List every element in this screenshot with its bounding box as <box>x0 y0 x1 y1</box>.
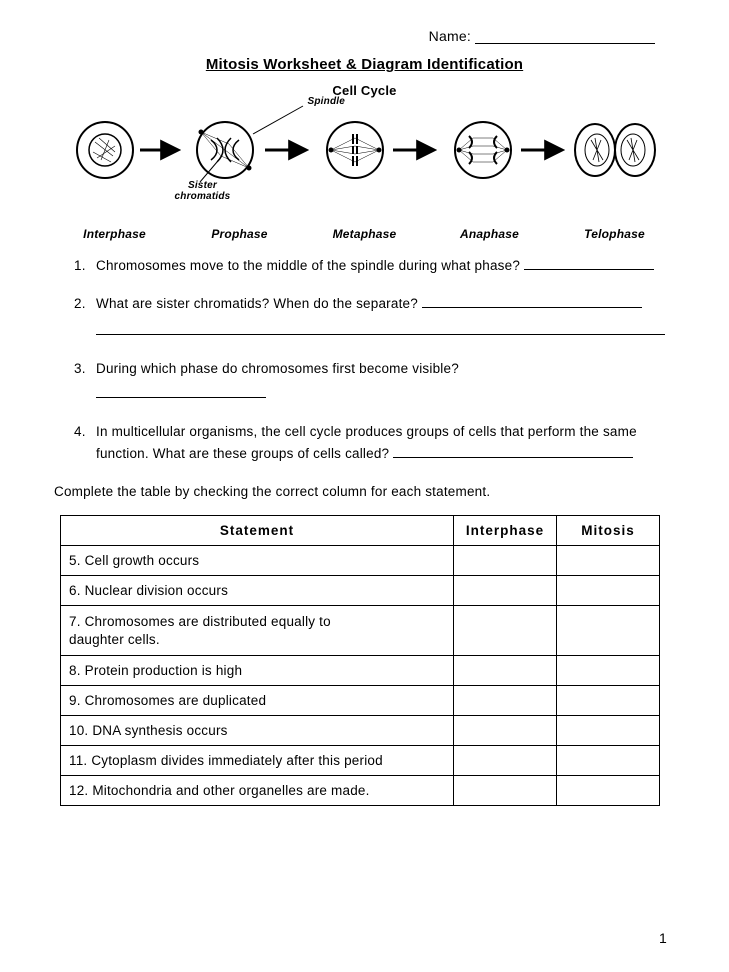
check-9-mitosis[interactable] <box>557 686 660 716</box>
worksheet-page: Name: Mitosis Worksheet & Diagram Identi… <box>0 0 729 972</box>
worksheet-title: Mitosis Worksheet & Diagram Identificati… <box>54 56 675 73</box>
q3-num: 3. <box>74 358 96 405</box>
phase-label-metaphase: Metaphase <box>315 227 415 241</box>
table-row: 7. Chromosomes are distributed equally t… <box>61 606 660 656</box>
q4-blank[interactable] <box>393 445 633 458</box>
questions-block: 1. Chromosomes move to the middle of the… <box>74 255 665 464</box>
stmt-11: 11. Cytoplasm divides immediately after … <box>61 746 454 776</box>
table-row: 11. Cytoplasm divides immediately after … <box>61 746 660 776</box>
phase-label-interphase: Interphase <box>65 227 165 241</box>
phase-label-anaphase: Anaphase <box>440 227 540 241</box>
table-header-row: Statement Interphase Mitosis <box>61 516 660 546</box>
q1-blank[interactable] <box>524 257 654 270</box>
q4-num: 4. <box>74 421 96 464</box>
check-8-interphase[interactable] <box>454 656 557 686</box>
check-5-mitosis[interactable] <box>557 546 660 576</box>
question-3: 3. During which phase do chromosomes fir… <box>74 358 665 405</box>
q1-text: Chromosomes move to the middle of the sp… <box>96 258 520 273</box>
table-instructions: Complete the table by checking the corre… <box>54 484 675 499</box>
check-6-interphase[interactable] <box>454 576 557 606</box>
check-8-mitosis[interactable] <box>557 656 660 686</box>
spindle-label: Spindle <box>308 96 346 107</box>
stmt-12: 12. Mitochondria and other organelles ar… <box>61 776 454 806</box>
stmt-9: 9. Chromosomes are duplicated <box>61 686 454 716</box>
q3-text: During which phase do chromosomes first … <box>96 361 459 376</box>
stmt-5: 5. Cell growth occurs <box>61 546 454 576</box>
col-interphase: Interphase <box>454 516 557 546</box>
check-5-interphase[interactable] <box>454 546 557 576</box>
check-9-interphase[interactable] <box>454 686 557 716</box>
name-label: Name: <box>429 28 471 44</box>
stmt-7: 7. Chromosomes are distributed equally t… <box>61 606 454 656</box>
q2-blank-line2[interactable] <box>96 322 665 335</box>
name-field-row: Name: <box>54 28 675 44</box>
check-12-mitosis[interactable] <box>557 776 660 806</box>
col-statement: Statement <box>61 516 454 546</box>
check-11-interphase[interactable] <box>454 746 557 776</box>
check-10-mitosis[interactable] <box>557 716 660 746</box>
check-12-interphase[interactable] <box>454 776 557 806</box>
check-7-interphase[interactable] <box>454 606 557 656</box>
statement-table: Statement Interphase Mitosis 5. Cell gro… <box>60 515 660 806</box>
name-blank[interactable] <box>475 31 655 44</box>
table-row: 8. Protein production is high <box>61 656 660 686</box>
sister-chromatids-label-2: chromatids <box>175 191 231 202</box>
table-row: 6. Nuclear division occurs <box>61 576 660 606</box>
table-row: 12. Mitochondria and other organelles ar… <box>61 776 660 806</box>
cell-cycle-heading: Cell Cycle <box>54 83 675 98</box>
table-row: 5. Cell growth occurs <box>61 546 660 576</box>
check-11-mitosis[interactable] <box>557 746 660 776</box>
cell-cycle-diagram: Spindle Sister chromatids <box>65 100 665 215</box>
question-2: 2. What are sister chromatids? When do t… <box>74 293 665 342</box>
q2-blank[interactable] <box>422 295 642 308</box>
question-4: 4. In multicellular organisms, the cell … <box>74 421 665 464</box>
check-10-interphase[interactable] <box>454 716 557 746</box>
q2-text: What are sister chromatids? When do the … <box>96 296 418 311</box>
q3-blank[interactable] <box>96 385 266 398</box>
sister-chromatids-label-1: Sister <box>175 180 231 191</box>
col-mitosis: Mitosis <box>557 516 660 546</box>
table-row: 9. Chromosomes are duplicated <box>61 686 660 716</box>
page-number: 1 <box>659 930 667 946</box>
stmt-6: 6. Nuclear division occurs <box>61 576 454 606</box>
phase-label-telophase: Telophase <box>565 227 665 241</box>
question-1: 1. Chromosomes move to the middle of the… <box>74 255 665 277</box>
phase-labels-row: Interphase Prophase Metaphase Anaphase T… <box>65 227 665 241</box>
cell-cycle-svg <box>65 100 665 198</box>
table-row: 10. DNA synthesis occurs <box>61 716 660 746</box>
stmt-8: 8. Protein production is high <box>61 656 454 686</box>
phase-label-prophase: Prophase <box>190 227 290 241</box>
check-6-mitosis[interactable] <box>557 576 660 606</box>
q2-num: 2. <box>74 293 96 342</box>
stmt-10: 10. DNA synthesis occurs <box>61 716 454 746</box>
check-7-mitosis[interactable] <box>557 606 660 656</box>
q1-num: 1. <box>74 255 96 277</box>
